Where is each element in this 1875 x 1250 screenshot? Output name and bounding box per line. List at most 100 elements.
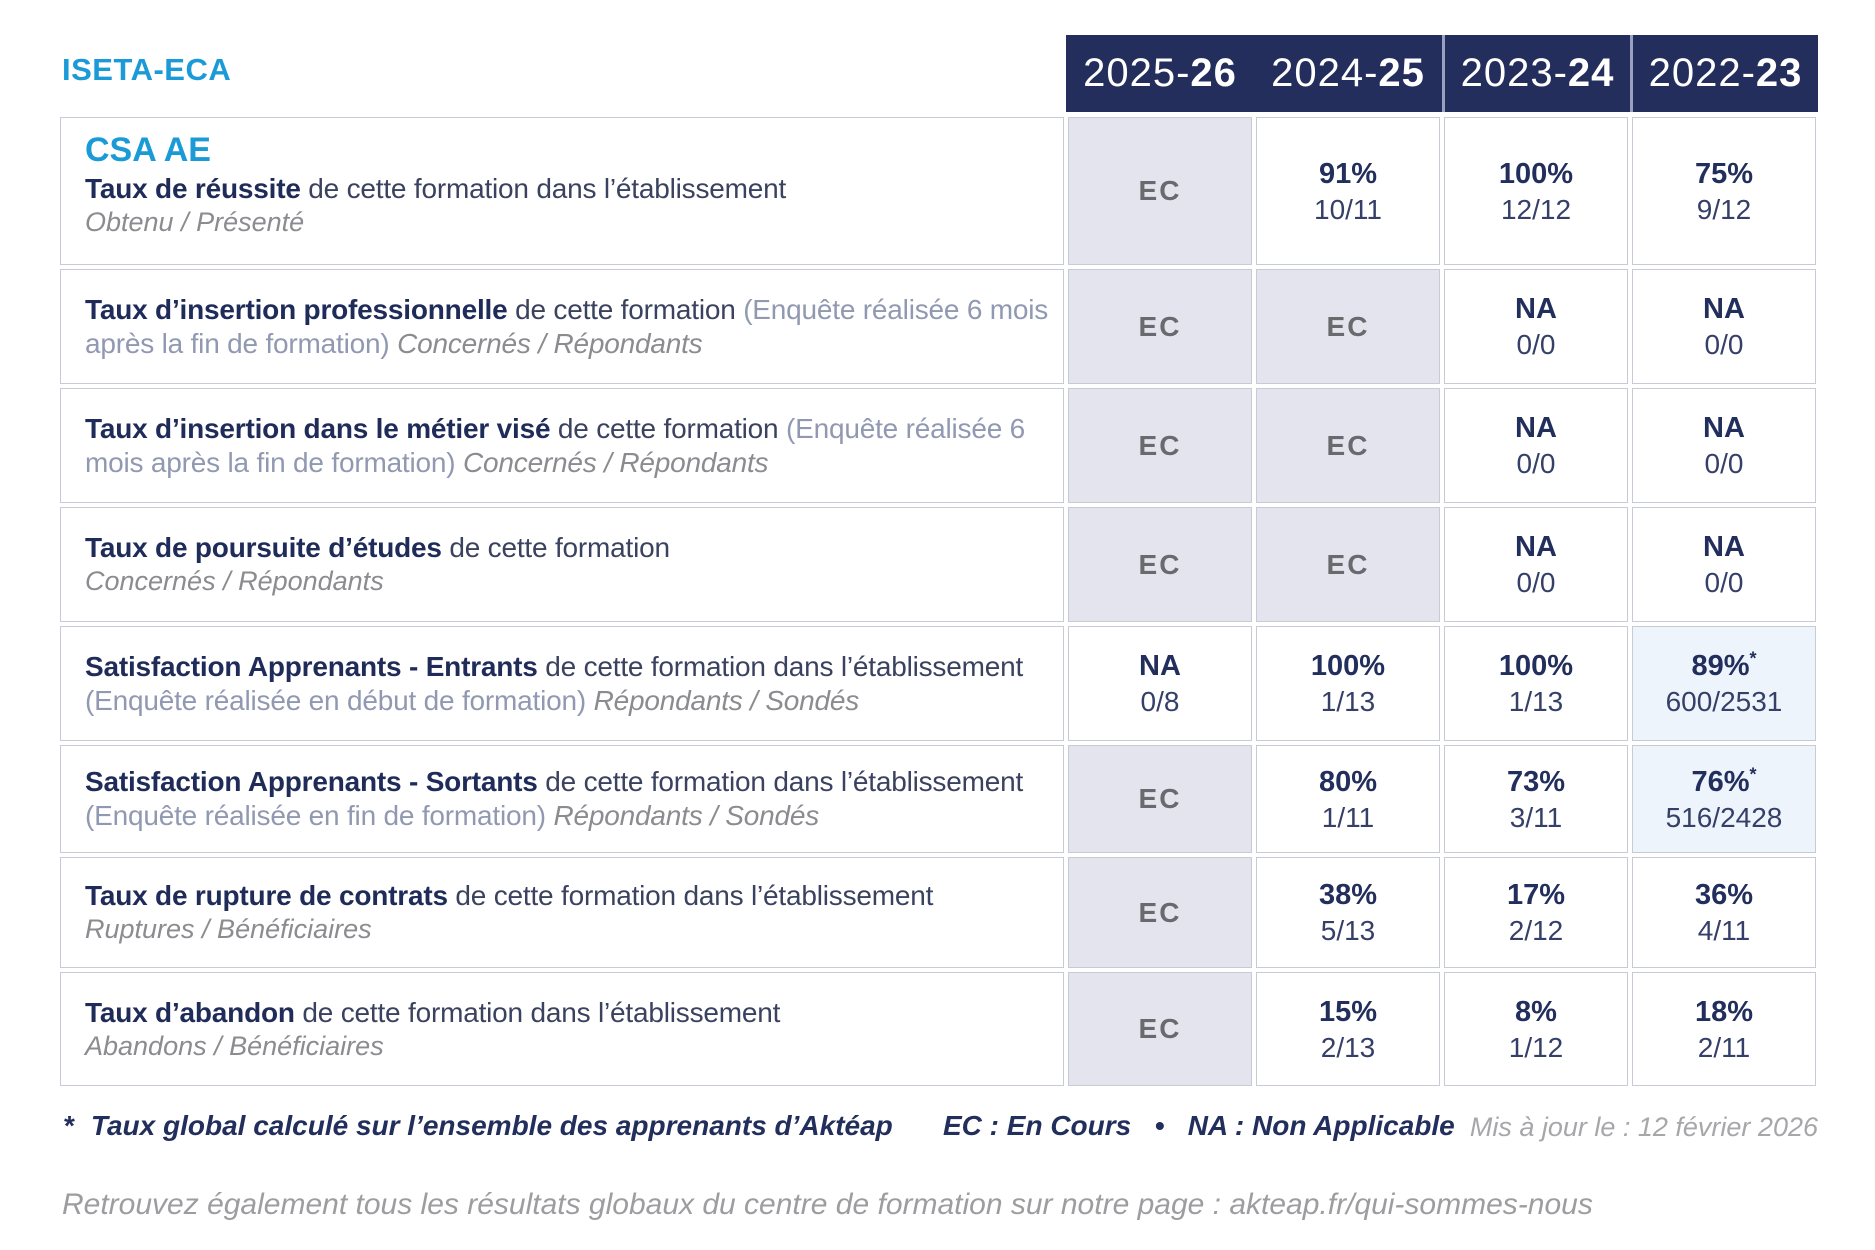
metric-description: de cette formation dans l’établissement — [300, 173, 787, 204]
data-cell: EC — [1068, 388, 1252, 503]
cell-percent: 76%* — [1691, 765, 1756, 798]
year-column-2022-23: 2022-23 — [1630, 35, 1818, 112]
cell-status: EC — [1138, 175, 1182, 206]
cell-percent: 73% — [1506, 765, 1566, 798]
year-text-bold: 24 — [1567, 51, 1615, 95]
footnote-text: * Taux global calculé sur l’ensemble des … — [64, 1110, 893, 1142]
cell-fraction: 2/11 — [1697, 1031, 1751, 1063]
metric-title: Satisfaction Apprenants - Sortants — [85, 766, 538, 797]
data-cell: EC — [1068, 117, 1252, 265]
data-cell: 8% 1/12 — [1444, 972, 1628, 1086]
abbreviation-legend: EC : En Cours • NA : Non Applicable — [943, 1110, 1455, 1141]
cell-percent: 91% — [1318, 157, 1378, 190]
cell-percent: 80% — [1318, 765, 1378, 798]
metric-subtitle: Répondants / Sondés — [593, 684, 860, 716]
data-cell: 76%* 516/2428 — [1632, 745, 1816, 853]
metric-title: Satisfaction Apprenants - Entrants — [85, 650, 538, 682]
cell-status: EC — [1326, 310, 1370, 342]
cell-fraction: 1/12 — [1508, 1031, 1564, 1063]
institution-name: ISETA-ECA — [62, 52, 232, 87]
metric-label-rupture-contrats: Taux de rupture de contrats de cette for… — [60, 857, 1064, 968]
header-spacer — [58, 35, 1066, 115]
cell-fraction: 4/11 — [1697, 915, 1751, 946]
metric-survey-note: (Enquête réalisée en fin de formation) — [85, 800, 554, 831]
data-cell: 75% 9/12 — [1632, 117, 1816, 265]
metric-label-insertion-professionnelle: Taux d’insertion professionnelle de cett… — [60, 269, 1064, 384]
metric-title: Taux d’insertion professionnelle — [85, 293, 508, 325]
year-text-bold: 25 — [1378, 51, 1425, 95]
cell-fraction: 3/11 — [1509, 801, 1563, 833]
data-cell: NA 0/0 — [1444, 507, 1628, 622]
metric-subtitle: Répondants / Sondés — [553, 800, 819, 831]
metric-subtitle: Concernés / Répondants — [463, 446, 769, 478]
data-cell: NA 0/8 — [1068, 626, 1252, 741]
cell-percent-text: 76% — [1691, 765, 1750, 798]
cell-status: EC — [1138, 783, 1182, 814]
cell-status: NA — [1703, 531, 1745, 563]
cell-fraction: 1/11 — [1321, 801, 1375, 833]
metric-subtitle: Concernés / Répondants — [397, 327, 703, 359]
data-cell: 17% 2/12 — [1444, 857, 1628, 968]
cell-status: EC — [1138, 429, 1182, 461]
data-cell: 15% 2/13 — [1256, 972, 1440, 1086]
metric-description: de cette formation dans l’établissement — [537, 766, 1024, 797]
data-cell: EC — [1068, 857, 1252, 968]
metric-title: Taux d’abandon — [85, 996, 295, 1028]
updated-date: Mis à jour le : 12 février 2026 — [1469, 1112, 1818, 1142]
year-column-2025-26: 2025-26 — [1066, 51, 1254, 96]
cell-percent: 100% — [1310, 650, 1386, 682]
data-cell: 100% 12/12 — [1444, 117, 1628, 265]
data-cell: 89%* 600/2531 — [1632, 626, 1816, 741]
metric-description: de cette formation dans l’établissement — [294, 996, 781, 1028]
footnote-body: Taux global calculé sur l’ensemble des a… — [90, 1110, 893, 1141]
footer-link-text: Retrouvez également tous les résultats g… — [62, 1188, 1593, 1221]
cell-status: EC — [1326, 429, 1370, 461]
cell-status: EC — [1138, 310, 1182, 342]
data-cell: NA 0/0 — [1632, 388, 1816, 503]
metric-subtitle: Ruptures / Bénéficiaires — [85, 914, 372, 944]
cell-fraction: 12/12 — [1500, 193, 1572, 225]
metric-label-poursuite-etudes: Taux de poursuite d’études de cette form… — [60, 507, 1064, 622]
data-cell: 73% 3/11 — [1444, 745, 1628, 853]
cell-fraction: 5/13 — [1320, 915, 1376, 946]
data-cell: EC — [1256, 269, 1440, 384]
data-cell: EC — [1068, 507, 1252, 622]
cell-status: NA — [1139, 650, 1181, 682]
cell-fraction: 600/2531 — [1665, 686, 1783, 717]
data-cell: 18% 2/11 — [1632, 972, 1816, 1086]
formation-title: CSA AE — [85, 131, 211, 169]
data-cell: EC — [1256, 388, 1440, 503]
data-cell: EC — [1256, 507, 1440, 622]
cell-percent: 15% — [1318, 995, 1378, 1028]
cell-percent: 100% — [1498, 157, 1574, 190]
metric-survey-note: (Enquête réalisée 6 mois après la fin de… — [85, 293, 1049, 359]
cell-percent: 75% — [1694, 157, 1754, 190]
data-cell: 36% 4/11 — [1632, 857, 1816, 968]
cell-fraction: 1/13 — [1508, 686, 1564, 717]
cell-fraction: 1/13 — [1320, 686, 1376, 717]
metric-survey-note: (Enquête réalisée en début de formation) — [85, 684, 594, 716]
cell-status: EC — [1138, 896, 1182, 928]
metric-subtitle: Concernés / Répondants — [85, 566, 384, 596]
metric-label-taux-de-reussite: CSA AE Taux de réussite de cette formati… — [60, 117, 1064, 265]
metric-label-insertion-metier-vise: Taux d’insertion dans le métier visé de … — [60, 388, 1064, 503]
cell-status: NA — [1703, 293, 1745, 325]
data-cell: NA 0/0 — [1444, 388, 1628, 503]
cell-fraction: 516/2428 — [1665, 801, 1783, 833]
data-cell: EC — [1068, 972, 1252, 1086]
cell-fraction: 0/0 — [1516, 448, 1556, 479]
data-cell: 100% 1/13 — [1256, 626, 1440, 741]
cell-status: NA — [1703, 412, 1745, 444]
cell-fraction: 0/0 — [1704, 329, 1744, 360]
cell-fraction: 10/11 — [1314, 193, 1382, 225]
data-cell: NA 0/0 — [1632, 507, 1816, 622]
year-text-bold: 26 — [1190, 51, 1237, 95]
year-text: 2023- — [1460, 51, 1568, 95]
cell-status: EC — [1138, 1013, 1182, 1044]
cell-fraction: 0/8 — [1140, 686, 1180, 717]
data-cell: 100% 1/13 — [1444, 626, 1628, 741]
cell-fraction: 0/0 — [1704, 448, 1744, 479]
cell-status: EC — [1138, 548, 1182, 580]
cell-percent: 18% — [1694, 995, 1754, 1028]
